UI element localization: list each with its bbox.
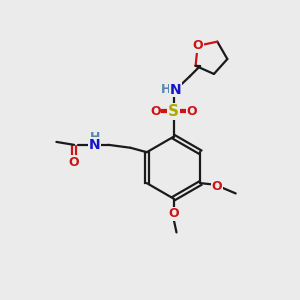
Text: N: N [89, 138, 100, 152]
Text: N: N [170, 82, 182, 97]
Text: O: O [192, 39, 203, 52]
Text: O: O [150, 105, 160, 118]
Text: H: H [89, 131, 100, 144]
Text: O: O [168, 207, 179, 220]
Text: H: H [161, 83, 171, 96]
Text: O: O [187, 105, 197, 118]
Text: S: S [168, 104, 179, 119]
Text: O: O [69, 156, 80, 169]
Text: O: O [212, 180, 222, 193]
